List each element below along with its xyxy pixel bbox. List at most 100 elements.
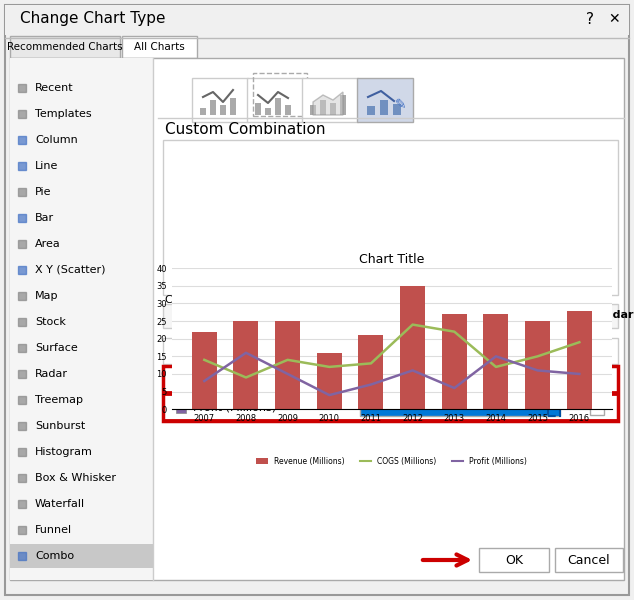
Bar	[358, 335, 384, 409]
Bar	[200, 107, 206, 115]
Bar	[525, 321, 550, 409]
Bar	[567, 311, 592, 409]
Text: OK: OK	[505, 553, 523, 566]
Profit (Millions)	[492, 353, 500, 360]
Bar	[360, 396, 560, 416]
Bar	[230, 97, 236, 115]
Profit (Millions)	[367, 381, 375, 388]
Bar	[590, 345, 604, 359]
Bar	[265, 107, 271, 115]
Bar	[5, 5, 629, 35]
Bar	[10, 58, 624, 580]
FancyArrowPatch shape	[423, 554, 467, 566]
Bar	[163, 304, 618, 328]
Text: COGS (Millions): COGS (Millions)	[193, 374, 279, 384]
Bar	[163, 338, 618, 364]
Text: Templates: Templates	[35, 109, 92, 119]
Text: Column: Column	[35, 135, 78, 145]
Bar	[176, 345, 186, 357]
Bar	[192, 332, 217, 409]
Text: Stock: Stock	[35, 317, 66, 327]
Legend: Revenue (Millions), COGS (Millions), Profit (Millions): Revenue (Millions), COGS (Millions), Pro…	[253, 454, 531, 469]
Text: ∨: ∨	[550, 346, 557, 356]
Text: Series Name: Series Name	[195, 310, 273, 320]
Bar	[176, 401, 186, 413]
Bar	[360, 340, 560, 360]
Text: Cancel: Cancel	[567, 553, 611, 566]
Bar	[253, 73, 307, 116]
Bar	[10, 58, 153, 580]
Bar	[10, 544, 153, 568]
Text: Line: Line	[35, 161, 58, 171]
Profit (Millions)	[451, 385, 458, 392]
Line: Profit (Millions): Profit (Millions)	[204, 353, 579, 395]
Bar	[176, 373, 186, 385]
Text: Combo: Combo	[35, 551, 74, 561]
Bar	[590, 401, 604, 415]
COGS (Millions)	[200, 356, 208, 364]
COGS (Millions)	[284, 356, 292, 364]
Bar	[192, 78, 248, 122]
Text: Choose the chart type and axis for your data series:: Choose the chart type and axis for your …	[165, 295, 456, 305]
FancyBboxPatch shape	[5, 5, 629, 595]
Bar	[393, 104, 401, 115]
Bar	[255, 103, 261, 115]
Text: Radar: Radar	[35, 369, 68, 379]
Text: Map: Map	[35, 291, 58, 301]
Bar	[479, 548, 549, 572]
COGS (Millions)	[242, 374, 250, 381]
COGS (Millions)	[409, 321, 417, 328]
Bar	[330, 103, 336, 115]
Bar	[340, 95, 346, 115]
Text: Change Chart Type: Change Chart Type	[20, 11, 165, 26]
Text: ✎: ✎	[395, 98, 406, 112]
Bar	[555, 548, 623, 572]
Text: ∨: ∨	[553, 402, 560, 412]
Text: Custom Combination: Custom Combination	[165, 122, 325, 137]
Text: Sunburst: Sunburst	[35, 421, 85, 431]
Text: ∨: ∨	[550, 374, 557, 384]
Title: Chart Title: Chart Title	[359, 253, 425, 266]
Text: Clustered Column: Clustered Column	[370, 346, 463, 356]
Profit (Millions)	[200, 377, 208, 385]
Profit (Millions)	[242, 349, 250, 356]
Text: Pie: Pie	[35, 187, 51, 197]
Bar	[357, 78, 413, 122]
Text: Histogram: Histogram	[35, 447, 93, 457]
Bar	[285, 105, 291, 115]
Bar	[210, 100, 216, 115]
COGS (Millions)	[451, 328, 458, 335]
COGS (Millions)	[534, 353, 541, 360]
Bar	[320, 100, 326, 115]
Bar	[163, 394, 618, 420]
Text: Line: Line	[370, 374, 392, 384]
Profit (Millions)	[409, 367, 417, 374]
Text: X Y (Scatter): X Y (Scatter)	[35, 265, 105, 275]
Text: Surface: Surface	[35, 343, 78, 353]
COGS (Millions)	[325, 363, 333, 370]
Text: Line: Line	[370, 402, 392, 412]
Text: Secondary Axis: Secondary Axis	[575, 310, 634, 320]
Bar	[442, 314, 467, 409]
Bar	[310, 105, 316, 115]
Bar	[163, 140, 618, 295]
Bar	[548, 396, 560, 416]
Profit (Millions)	[325, 391, 333, 398]
Text: ?: ?	[586, 11, 594, 26]
Text: Chart Type: Chart Type	[390, 310, 457, 320]
Text: Profit (Millions): Profit (Millions)	[193, 402, 276, 412]
Bar	[317, 353, 342, 409]
Bar	[400, 286, 425, 409]
Text: Waterfall: Waterfall	[35, 499, 85, 509]
Bar	[220, 105, 226, 115]
Bar	[590, 373, 604, 387]
Text: Area: Area	[35, 239, 61, 249]
Bar	[484, 314, 508, 409]
Bar	[367, 106, 375, 115]
Profit (Millions)	[534, 367, 541, 374]
Text: Recent: Recent	[35, 83, 74, 93]
Profit (Millions)	[576, 370, 583, 377]
FancyBboxPatch shape	[122, 36, 197, 58]
Bar	[360, 368, 560, 388]
Text: Box & Whisker: Box & Whisker	[35, 473, 116, 483]
